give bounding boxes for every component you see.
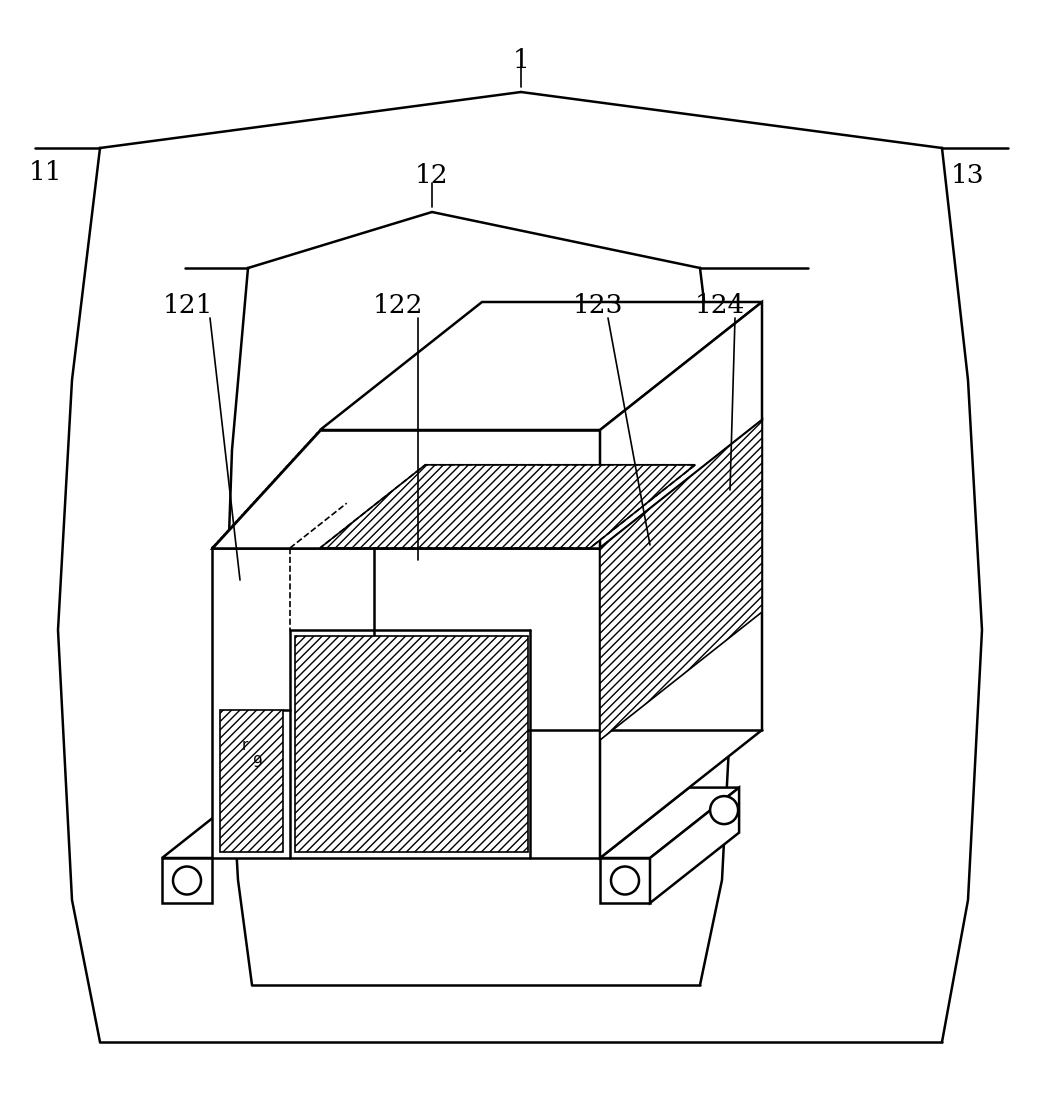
Text: 13: 13 [951,162,985,187]
Polygon shape [600,420,762,740]
Polygon shape [162,858,212,903]
Polygon shape [600,302,762,548]
Text: 9: 9 [253,754,263,770]
Polygon shape [650,787,739,903]
Polygon shape [212,548,600,858]
Text: r: r [242,738,248,752]
Text: 12: 12 [415,162,449,187]
Polygon shape [600,420,762,858]
Polygon shape [220,710,283,852]
Polygon shape [162,787,301,858]
Polygon shape [320,464,695,548]
Text: 11: 11 [28,160,61,184]
Text: 1: 1 [513,47,529,72]
Polygon shape [212,420,762,548]
Polygon shape [295,636,528,852]
Circle shape [710,796,738,825]
Text: ·: · [456,742,463,761]
Polygon shape [212,430,600,548]
Text: 124: 124 [695,292,745,318]
Polygon shape [320,302,762,430]
Text: 122: 122 [373,292,423,318]
Polygon shape [600,787,739,858]
Circle shape [173,866,201,895]
Text: 123: 123 [573,292,623,318]
Circle shape [611,866,639,895]
Text: 121: 121 [163,292,214,318]
Polygon shape [600,858,650,903]
